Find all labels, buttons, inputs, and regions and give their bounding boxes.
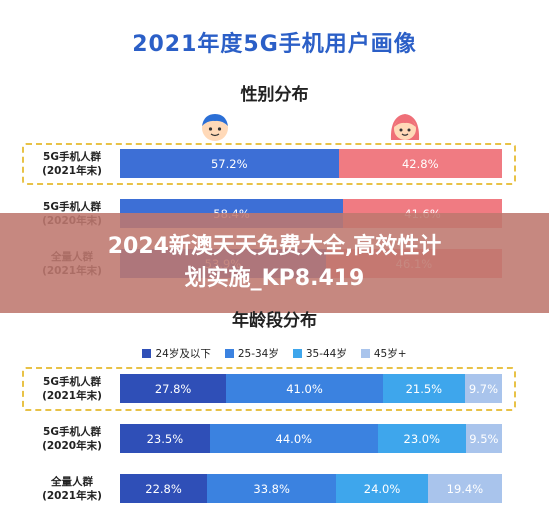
- overlay-banner: 2024新澳天天免费大全,高效性计 划实施_KP8.419: [0, 213, 549, 313]
- legend-item: 24岁及以下: [142, 346, 211, 361]
- age-section-title: 年龄段分布: [232, 311, 317, 331]
- age-bar-segment: 22.8%: [120, 474, 208, 503]
- legend-label: 35-44岁: [305, 348, 347, 360]
- legend-label: 24岁及以下: [155, 348, 211, 360]
- legend-swatch: [224, 349, 234, 358]
- age-bar-segment: 44.0%: [209, 424, 378, 453]
- row-label-line-1: 全量人群: [51, 476, 93, 488]
- row-label: 5G手机人群 (2020年末): [22, 425, 122, 453]
- row-label-line-1: 5G手机人群: [43, 151, 101, 163]
- age-highlight-box: [22, 367, 516, 411]
- stacked-bar: 23.5% 44.0% 23.0% 9.5%: [120, 424, 502, 453]
- row-label: 5G手机人群 (2021年末): [22, 150, 122, 178]
- gender-highlight-box: [22, 143, 516, 185]
- legend-swatch: [292, 349, 302, 358]
- age-bar-segment: 27.8%: [120, 374, 227, 403]
- row-label-line-2: (2020年末): [42, 440, 102, 452]
- row-label-line-1: 5G手机人群: [43, 201, 101, 213]
- age-bar-segment: 24.0%: [336, 474, 428, 503]
- age-bar-segment: 41.0%: [226, 374, 383, 403]
- row-label-line-1: 5G手机人群: [43, 376, 101, 388]
- age-bar-segment: 19.4%: [427, 474, 502, 503]
- age-bar-segment: 9.7%: [464, 374, 502, 403]
- chart-title: 2021年度5G手机用户画像: [132, 32, 417, 57]
- banner-line-2: 划实施_KP8.419: [184, 266, 365, 291]
- age-bar-segment: 33.8%: [207, 474, 337, 503]
- row-label-line-2: (2021年末): [42, 165, 102, 177]
- legend-label: 45岁+: [373, 348, 407, 360]
- female-avatar-icon: [390, 114, 420, 140]
- row-label: 全量人群 (2021年末): [22, 475, 122, 503]
- row-label-line-2: (2021年末): [42, 390, 102, 402]
- row-label-line-2: (2021年末): [42, 490, 102, 502]
- banner-line-1: 2024新澳天天免费大全,高效性计: [107, 234, 442, 259]
- legend-item: 25-34岁: [224, 346, 279, 361]
- male-avatar-icon: [202, 114, 228, 141]
- age-bar-segment: 23.5%: [120, 424, 210, 453]
- legend-label: 25-34岁: [237, 348, 279, 360]
- row-label-line-1: 5G手机人群: [43, 426, 101, 438]
- legend-swatch: [142, 349, 152, 358]
- legend-swatch: [360, 349, 370, 358]
- stacked-bar: 57.2% 42.8%: [120, 149, 502, 178]
- age-legend: 24岁及以下 25-34岁 35-44岁 45岁+: [0, 346, 549, 361]
- legend-item: 45岁+: [360, 346, 407, 361]
- gender-section-title: 性别分布: [240, 85, 309, 105]
- male-bar-segment: 57.2%: [120, 149, 339, 178]
- age-bar-segment: 23.0%: [377, 424, 466, 453]
- legend-item: 35-44岁: [292, 346, 347, 361]
- row-label: 5G手机人群 (2021年末): [22, 375, 122, 403]
- age-bar-segment: 9.5%: [465, 424, 502, 453]
- stacked-bar: 27.8% 41.0% 21.5% 9.7%: [120, 374, 502, 403]
- age-bar-segment: 21.5%: [382, 374, 465, 403]
- stacked-bar: 22.8% 33.8% 24.0% 19.4%: [120, 474, 502, 503]
- female-bar-segment: 42.8%: [338, 149, 502, 178]
